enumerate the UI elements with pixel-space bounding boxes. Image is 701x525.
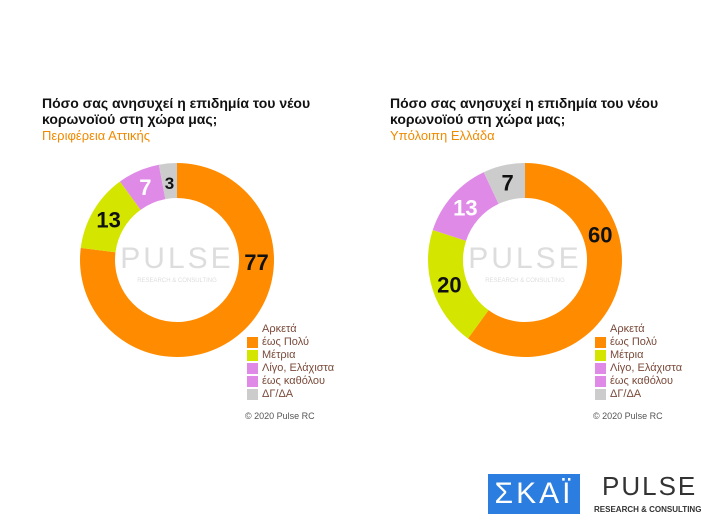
chart-panel-attica: Πόσο σας ανησυχεί η επιδημία του νέου κο… <box>42 95 362 425</box>
legend-label: Αρκετά <box>610 323 645 335</box>
chart-subtitle: Περιφέρεια Αττικής <box>42 128 151 143</box>
donut-slice <box>79 163 274 357</box>
data-label: 7 <box>502 170 514 195</box>
donut-slice <box>467 163 622 357</box>
legend-label: Λίγο, Ελάχιστα <box>610 362 683 374</box>
legend-swatch <box>247 350 258 361</box>
chart-subtitle: Υπόλοιπη Ελλάδα <box>390 128 495 143</box>
legend-label: έως καθόλου <box>610 375 674 387</box>
watermark-tag: RESEARCH & CONSULTING <box>485 278 565 284</box>
legend-label: έως Πολύ <box>610 336 657 348</box>
data-label: 13 <box>453 195 477 220</box>
data-label: 20 <box>437 273 461 298</box>
legend-swatch <box>595 350 606 361</box>
donut-slice <box>158 163 177 200</box>
legend-swatch <box>247 376 258 387</box>
copyright: © 2020 Pulse RC <box>245 411 315 421</box>
pulse-logo: PULSE RESEARCH & CONSULTING <box>592 471 701 520</box>
skai-logo: ΣΚΑΪ <box>488 474 580 514</box>
copyright: © 2020 Pulse RC <box>593 411 663 421</box>
watermark: PULSE <box>468 242 581 275</box>
legend-label: Μέτρια <box>262 349 296 361</box>
legend-swatch <box>595 337 606 348</box>
legend-label: ΔΓ/ΔΑ <box>610 388 642 400</box>
legend-swatch <box>595 363 606 374</box>
donut-slice <box>428 230 489 339</box>
chart-title: Πόσο σας ανησυχεί η επιδημία του νέου κο… <box>42 95 311 127</box>
data-label: 13 <box>96 208 120 233</box>
legend-label: έως καθόλου <box>262 375 326 387</box>
legend-swatch <box>247 389 258 400</box>
legend-label: έως Πολύ <box>262 336 309 348</box>
legend-label: Αρκετά <box>262 323 297 335</box>
legend-label: Λίγο, Ελάχιστα <box>262 362 335 374</box>
chart-panel-rest-of-greece: Πόσο σας ανησυχεί η επιδημία του νέου κο… <box>390 95 701 425</box>
donut-slice <box>119 164 166 210</box>
legend-swatch <box>247 363 258 374</box>
donut-chart: 60 20 13 7 PULSE RESEARCH & CONSULTING <box>428 163 622 357</box>
data-label: 3 <box>165 174 174 193</box>
data-label: 7 <box>139 175 151 200</box>
donut-slice <box>432 172 499 241</box>
data-label: 77 <box>244 250 268 275</box>
data-label: 60 <box>588 222 612 247</box>
legend-swatch <box>595 376 606 387</box>
pulse-logo-tag: RESEARCH & CONSULTING <box>594 505 701 514</box>
legend: Αρκετά έως Πολύ Μέτρια Λίγο, Ελάχιστα έω… <box>595 323 682 401</box>
legend-swatch <box>595 389 606 400</box>
pulse-logo-text: PULSE <box>602 471 698 501</box>
donut-slice <box>483 163 525 204</box>
donut-slice <box>80 181 141 253</box>
watermark-tag: RESEARCH & CONSULTING <box>137 278 217 284</box>
watermark: PULSE <box>120 242 233 275</box>
chart-title: Πόσο σας ανησυχεί η επιδημία του νέου κο… <box>390 95 659 127</box>
legend-label: Μέτρια <box>610 349 644 361</box>
donut-chart: 77 13 7 3 PULSE RESEARCH & CONSULTING <box>79 163 274 357</box>
legend-label: ΔΓ/ΔΑ <box>262 388 294 400</box>
legend-swatch <box>247 337 258 348</box>
skai-logo-text: ΣΚΑΪ <box>494 477 574 510</box>
legend: Αρκετά έως Πολύ Μέτρια Λίγο, Ελάχιστα έω… <box>247 323 334 401</box>
